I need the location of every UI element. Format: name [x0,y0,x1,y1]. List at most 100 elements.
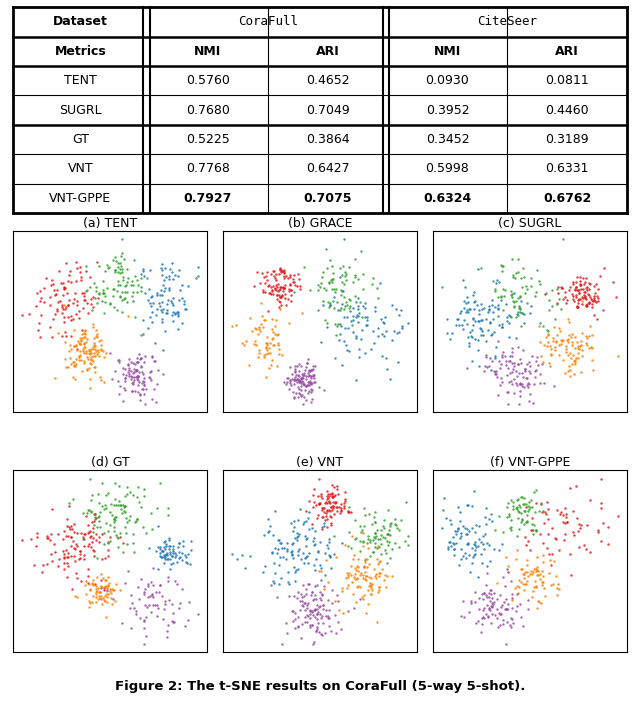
Point [570,359,580,370]
Point [111,255,122,266]
Point [371,530,381,541]
Point [385,552,396,564]
Point [310,376,320,388]
Point [168,557,179,569]
Point [566,331,576,343]
Point [179,536,189,547]
Point [51,288,61,300]
Point [473,540,483,551]
Point [45,534,55,546]
Point [285,278,295,290]
Point [106,587,116,599]
Point [276,572,286,584]
Point [124,353,134,365]
Text: NMI: NMI [434,45,461,58]
Point [593,525,603,536]
Point [81,260,91,272]
Point [285,290,296,301]
Point [461,297,471,308]
Point [587,354,597,365]
Point [296,632,306,644]
Point [537,566,547,577]
Point [270,329,280,340]
Point [135,612,145,623]
Point [584,289,594,301]
Point [508,271,518,283]
Point [355,520,365,531]
Point [289,521,300,533]
Point [304,547,314,559]
Point [586,293,596,305]
Point [275,291,285,303]
Point [130,359,140,370]
Point [353,565,363,577]
Point [470,587,481,598]
Point [262,331,272,342]
Point [100,499,110,510]
Point [86,536,97,548]
Point [389,325,399,336]
Point [138,263,148,275]
Point [290,613,300,625]
Point [286,380,296,391]
Point [329,490,339,502]
Point [446,518,456,529]
Bar [508,183,627,213]
Point [273,337,283,349]
Point [376,524,386,536]
Point [67,531,77,543]
Point [556,303,566,314]
Point [493,335,504,347]
Point [147,316,157,328]
Point [316,336,326,348]
Point [503,597,513,609]
Point [341,268,351,280]
Point [514,367,524,379]
Point [173,537,184,549]
Point [567,288,577,300]
Point [60,353,70,365]
Point [492,577,502,589]
Point [101,611,111,623]
Point [42,531,52,542]
Point [181,303,191,314]
Point [509,301,519,313]
Point [95,592,106,604]
Point [166,550,177,562]
Point [291,527,301,539]
Point [102,283,112,294]
Point [133,387,143,398]
Point [324,612,335,623]
Point [553,287,563,298]
Bar [148,37,268,66]
Point [611,291,621,303]
Point [455,532,465,544]
Point [458,595,468,606]
Point [168,315,179,326]
Point [86,531,97,542]
Point [339,234,349,245]
Point [70,288,80,299]
Point [325,298,335,309]
Point [586,298,596,309]
Point [287,368,297,380]
Point [520,363,530,375]
Point [506,523,516,534]
Point [294,375,305,387]
Point [520,531,531,543]
Point [277,265,287,277]
Point [50,308,60,319]
Point [307,605,317,617]
Point [509,288,520,299]
Point [457,319,467,331]
Point [327,597,337,609]
Point [516,612,526,623]
Point [129,254,139,265]
Point [67,583,77,595]
Point [260,336,271,348]
Point [285,377,295,388]
Point [340,495,350,507]
Point [299,557,309,569]
Point [89,347,99,358]
Point [522,516,532,527]
